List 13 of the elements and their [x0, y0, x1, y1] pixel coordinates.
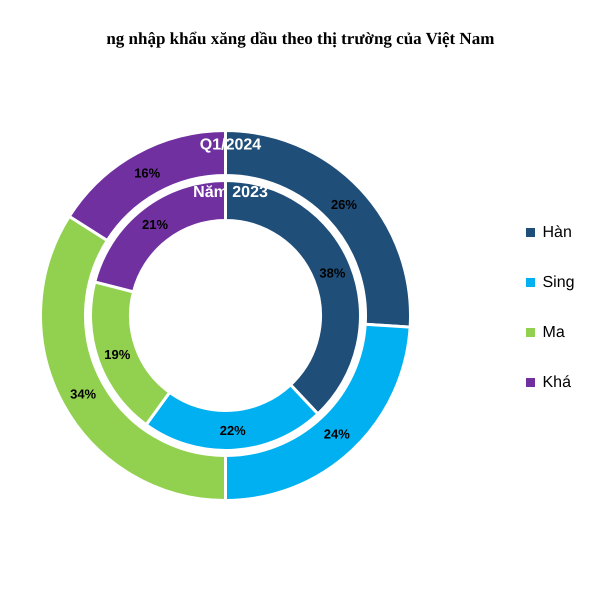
data-label: 16%	[134, 166, 161, 181]
legend-label: Sing	[542, 274, 575, 291]
data-label: 19%	[104, 346, 131, 362]
legend-label: Ma	[542, 324, 565, 341]
chart-title: ng nhập khẩu xăng dầu theo thị trường của Việt Nam	[106, 29, 494, 48]
data-label: 38%	[319, 266, 346, 281]
data-label: 24%	[324, 426, 350, 442]
data-label: 34%	[70, 386, 97, 402]
legend-label: Khá	[542, 374, 572, 391]
data-label: 26%	[330, 196, 358, 212]
data-label: 21%	[142, 217, 168, 232]
data-label: 22%	[220, 422, 246, 438]
legend-label: Hàn	[542, 224, 572, 241]
